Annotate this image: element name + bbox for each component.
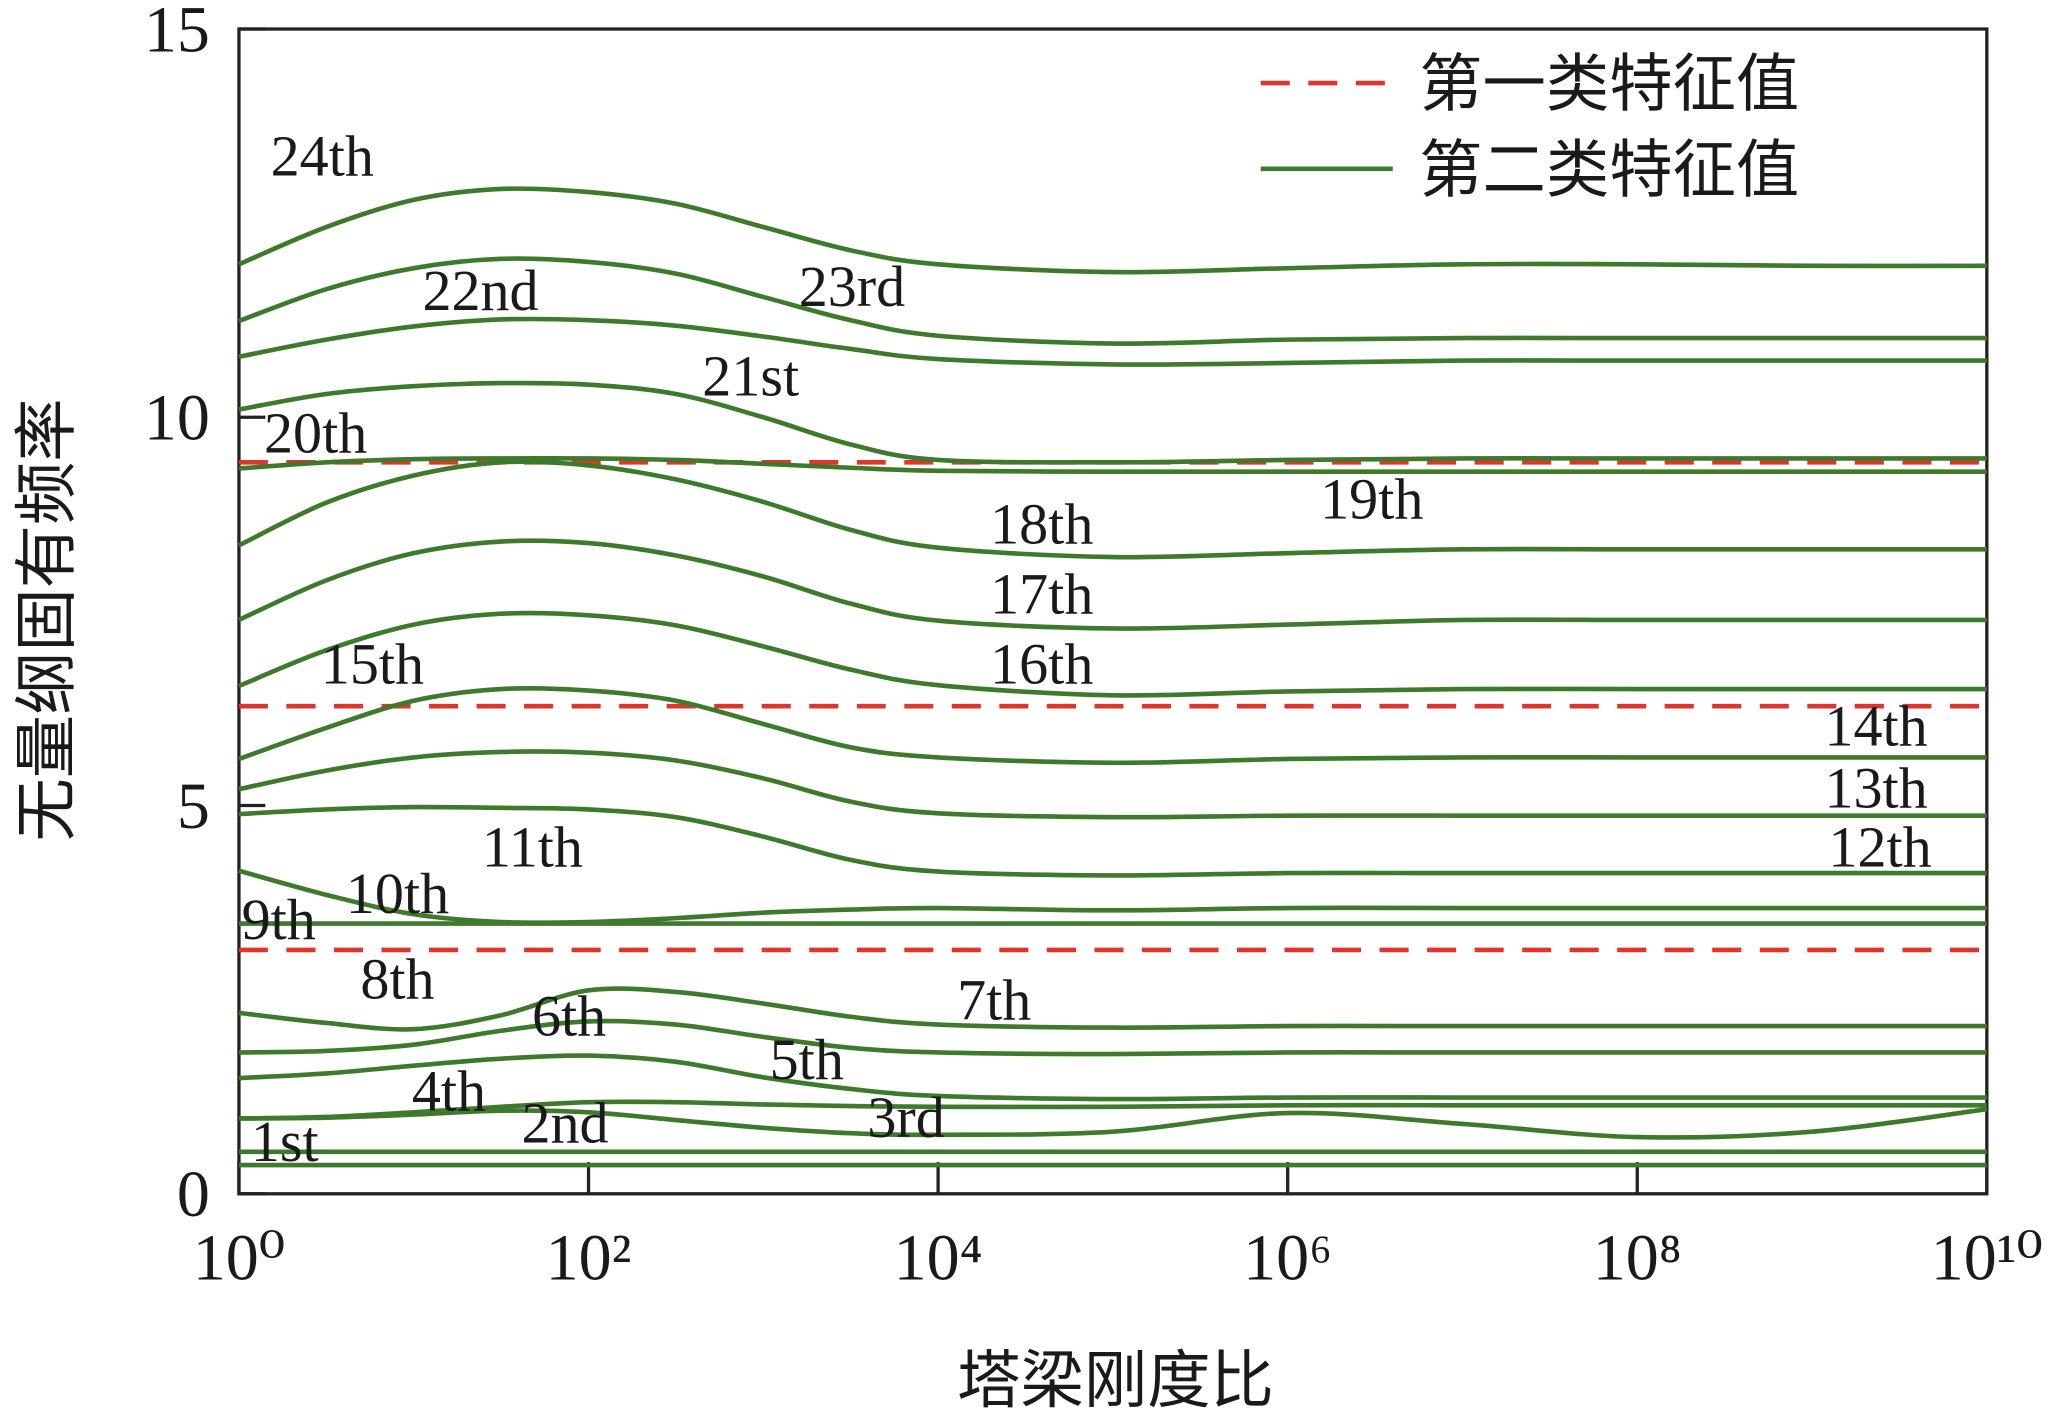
mode-curve [238, 1106, 1988, 1140]
mode-label: 13th [1824, 755, 1927, 820]
legend-label: 第二类特征值 [1419, 135, 1799, 205]
mode-curve [238, 1018, 1987, 1057]
mode-label: 7th [957, 968, 1031, 1033]
y-tick-label: 10 [144, 382, 210, 455]
x-tick-label: 10⁴ [894, 1222, 983, 1295]
mode-label: 12th [1828, 815, 1931, 880]
x-tick-label: 10⁰ [193, 1222, 285, 1295]
mode-label: 20th [264, 400, 367, 465]
mode-label: 14th [1824, 693, 1927, 758]
mode-curve [238, 186, 1987, 275]
mode-curve [238, 1053, 1987, 1102]
mode-label: 11th [482, 815, 583, 880]
mode-curve [238, 749, 1987, 820]
mode-label: 24th [271, 123, 374, 188]
mode-label: 19th [1320, 466, 1423, 531]
mode-label: 22nd [422, 258, 538, 323]
x-tick-label: 10⁸ [1593, 1222, 1682, 1295]
mode-curve [238, 868, 1987, 926]
mode-curve [237, 538, 1987, 631]
mode-label: 15th [321, 631, 424, 696]
y-tick-label: 0 [177, 1158, 210, 1231]
x-tick-label: 10⁶ [1243, 1222, 1332, 1295]
x-tick-label: 10¹⁰ [1931, 1222, 2043, 1295]
mode-curve [238, 455, 1987, 475]
mode-curve [238, 685, 1987, 766]
mode-curve [238, 1099, 1987, 1121]
mode-label: 4th [412, 1059, 486, 1124]
mode-label: 16th [990, 631, 1093, 696]
mode-label: 3rd [867, 1085, 944, 1150]
y-axis-label: 无量纲固有频率 [13, 398, 83, 841]
mode-curve [238, 986, 1987, 1032]
y-tick-label: 5 [177, 770, 210, 843]
mode-curve [238, 380, 1987, 465]
mode-label: 8th [360, 947, 434, 1012]
y-tick-label: 15 [144, 0, 210, 66]
mode-curve [238, 256, 1987, 346]
mode-curve [238, 804, 1987, 878]
mode-curve [238, 610, 1987, 698]
mode-label: 18th [990, 491, 1093, 556]
mode-label: 10th [346, 861, 449, 926]
mode-curve [238, 316, 1987, 367]
mode-label: 1st [251, 1109, 319, 1174]
x-axis-label: 塔梁刚度比 [957, 1346, 1274, 1416]
mode-label: 9th [242, 887, 316, 952]
mode-label: 2nd [521, 1090, 608, 1155]
mode-label: 21st [702, 344, 799, 409]
mode-label: 23rd [799, 254, 905, 319]
x-tick-label: 10² [546, 1222, 632, 1295]
plot-frame [237, 27, 1989, 1196]
mode-label: 17th [990, 561, 1093, 626]
mode-label: 6th [532, 984, 606, 1049]
mode-curve [237, 459, 1987, 560]
legend-label: 第一类特征值 [1419, 50, 1799, 120]
mode-label: 5th [770, 1027, 844, 1092]
